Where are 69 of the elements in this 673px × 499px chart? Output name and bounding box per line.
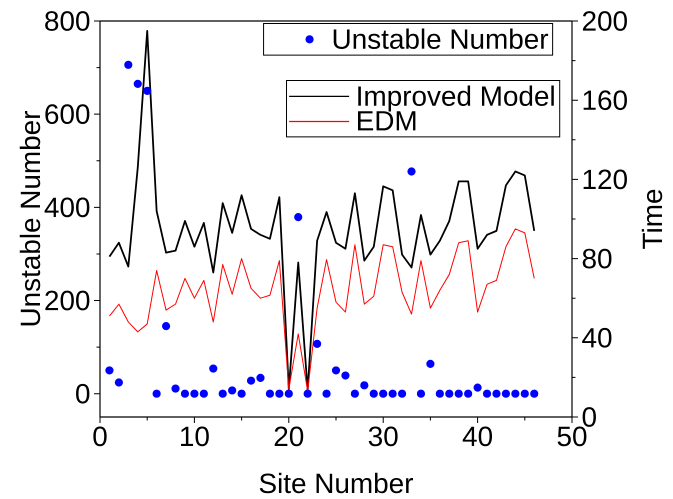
point	[426, 360, 434, 368]
point	[322, 390, 331, 398]
y-tick-label: 200	[45, 290, 90, 310]
point	[445, 390, 454, 398]
point	[228, 386, 236, 395]
point	[388, 390, 397, 398]
point	[379, 390, 388, 398]
point	[294, 213, 302, 222]
x-tick-label: 0	[93, 426, 107, 446]
y2-axis-title: Time	[642, 190, 662, 249]
point	[398, 390, 406, 398]
y2-tick-label: 80	[582, 248, 612, 268]
x-tick-label: 50	[558, 426, 586, 446]
y-tick-label: 600	[45, 104, 90, 124]
y2-tick-label: 0	[582, 407, 596, 427]
point	[200, 390, 208, 398]
point	[190, 390, 198, 398]
point	[313, 340, 322, 348]
y-tick-label: 0	[76, 384, 90, 404]
point	[360, 381, 368, 390]
point	[238, 390, 246, 398]
point	[436, 390, 444, 398]
point	[134, 80, 142, 88]
point	[482, 390, 492, 398]
y2-tick-label: 40	[582, 328, 612, 348]
x-tick-label: 30	[368, 426, 398, 446]
x-tick-label: 20	[274, 426, 304, 446]
x-axis-title: Site Number	[260, 472, 414, 494]
x-tick-label: 10	[181, 426, 209, 446]
point	[266, 390, 274, 398]
point	[105, 366, 114, 375]
point	[114, 378, 123, 387]
point	[511, 390, 520, 398]
point	[246, 376, 256, 385]
point	[152, 390, 161, 398]
point	[492, 390, 501, 398]
legend-label: EDM	[358, 111, 416, 130]
point	[370, 390, 378, 398]
point	[341, 371, 350, 380]
y2-tick-label: 160	[584, 90, 627, 110]
point	[180, 390, 190, 398]
y-axis-title: Unstable Number	[20, 110, 40, 326]
legend-label: Unstable Number	[334, 28, 548, 49]
point	[218, 390, 227, 398]
point	[143, 86, 152, 95]
y2-tick-label: 200	[582, 11, 627, 31]
point	[275, 390, 284, 398]
point	[162, 322, 170, 330]
y-tick-label: 400	[44, 197, 90, 218]
y2-tick-label: 120	[584, 170, 627, 190]
y-tick-label: 800	[45, 11, 90, 31]
point	[124, 60, 132, 69]
point	[407, 167, 416, 176]
point	[284, 390, 293, 398]
point	[332, 366, 340, 375]
point	[304, 390, 312, 398]
point	[256, 374, 265, 382]
legend-label: Improved Model	[358, 86, 554, 112]
point	[171, 384, 180, 393]
point	[520, 390, 529, 398]
point	[530, 390, 538, 398]
point	[474, 384, 482, 392]
point	[209, 364, 218, 373]
point	[454, 390, 463, 398]
point	[416, 390, 426, 398]
point	[464, 390, 472, 398]
point	[350, 390, 359, 398]
x-tick-label: 40	[462, 426, 492, 446]
point	[502, 390, 510, 398]
